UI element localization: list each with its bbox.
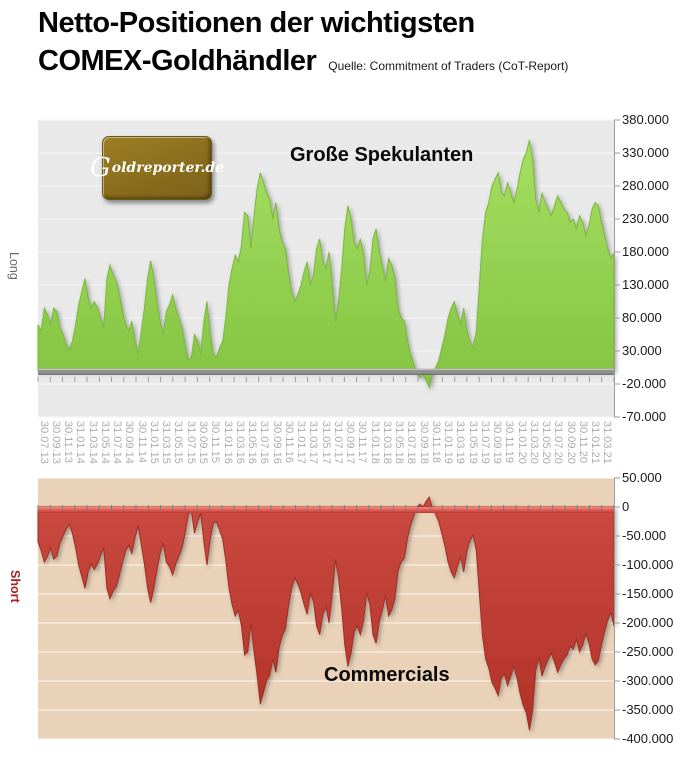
x-axis-tick-label: 31.05.17 xyxy=(319,421,332,464)
y-axis-tick-label: 280.000 xyxy=(622,178,669,193)
x-axis-tick-label: 31.01.15 xyxy=(147,421,160,464)
y-axis-tick-label: 380.000 xyxy=(622,112,669,127)
y-axis-tick-label: 50.000 xyxy=(622,470,662,485)
y-axis-tick-label: 30.000 xyxy=(622,343,662,358)
y-axis-tick-label: -50.000 xyxy=(622,528,667,543)
x-axis-tick-label: 31.01.21 xyxy=(589,421,602,464)
x-axis-tick-label: 31.03.17 xyxy=(307,421,320,464)
x-axis-tick-label: 31.03.20 xyxy=(527,421,540,464)
x-axis-tick-label: 30.09.17 xyxy=(344,421,356,464)
x-axis-tick-label: 31.07.16 xyxy=(258,421,271,464)
x-axis-tick-label: 31.05.14 xyxy=(98,421,111,464)
x-axis-tick-label: 31.05.18 xyxy=(393,421,405,464)
x-axis-tick-label: 30.11.14 xyxy=(135,421,148,464)
commercials-label: Commercials xyxy=(324,664,450,686)
x-axis-tick-label: 31.03.14 xyxy=(86,421,99,464)
x-axis-tick-label: 31.05.19 xyxy=(466,421,479,464)
commercials-chart: Commercials xyxy=(37,477,620,740)
x-axis-tick-label: 31.03.15 xyxy=(160,421,173,464)
x-axis-tick-label: 30.09.19 xyxy=(491,421,504,464)
short-axis-label: Short xyxy=(8,570,22,603)
y-axis-tick-label: -70.000 xyxy=(622,409,667,424)
x-axis-tick-label: 31.01.17 xyxy=(295,421,307,464)
y-axis-tick-label: -400.000 xyxy=(622,731,674,746)
x-axis-tick-label: 31.01.19 xyxy=(442,421,455,464)
title-line2: COMEX-Goldhändler xyxy=(38,45,317,77)
x-axis-tick-label: 31.01.18 xyxy=(368,421,381,464)
x-axis-tick-label: 30.11.18 xyxy=(429,421,442,464)
source-note: Quelle: Commitment of Traders (CoT-Repor… xyxy=(328,59,569,73)
x-axis-tick-label: 31.03.21 xyxy=(601,421,614,464)
y-axis-tick-label: 330.000 xyxy=(622,145,669,160)
x-axis-tick-label: 31.07.14 xyxy=(111,421,124,464)
logo-initial: G xyxy=(89,153,111,183)
x-axis-tick-label: 30.09.20 xyxy=(564,421,577,464)
x-axis-tick-label: 31.03.16 xyxy=(233,421,246,464)
x-axis-tick-label: 31.07.17 xyxy=(331,421,344,464)
y-axis-tick-label: -350.000 xyxy=(622,702,674,717)
x-axis-tick-label: 30.09.15 xyxy=(196,421,209,464)
x-axis-tick-label: 31.05.16 xyxy=(246,421,258,464)
x-axis-tick-label: 30.11.13 xyxy=(62,421,75,464)
x-axis-tick-label: 30.09.13 xyxy=(49,421,62,464)
x-axis-tick-label: 31.05.20 xyxy=(540,421,553,464)
y-axis-tick-label: 180.000 xyxy=(622,244,669,259)
x-axis-tick-label: 31.07.19 xyxy=(478,421,491,464)
x-axis-tick-label: 31.07.18 xyxy=(405,421,418,464)
bottom-y-axis-labels: 50.000 0 -50.000 -100.000 -150.000 -200.000 -2… xyxy=(622,470,684,746)
y-axis-tick-label: 80.000 xyxy=(622,310,662,325)
x-axis-labels: 30.07.13 30.09.13 30.11.13 31.01.14 31.03.14… xyxy=(38,420,614,476)
y-axis-tick-label: 130.000 xyxy=(622,277,669,292)
large-speculators-label: Große Spekulanten xyxy=(290,144,474,166)
y-axis-tick-label: -150.000 xyxy=(622,586,674,601)
y-axis-tick-label: -100.000 xyxy=(622,557,674,572)
y-axis-tick-label: 230.000 xyxy=(622,211,669,226)
x-axis-tick-label: 31.03.18 xyxy=(380,421,393,464)
x-axis-tick-label: 30.09.18 xyxy=(417,421,430,464)
long-axis-label: Long xyxy=(7,252,21,280)
large-speculators-plot-svg xyxy=(37,119,620,418)
x-axis-tick-label: 30.07.13 xyxy=(37,421,50,464)
x-axis-tick-label: 31.01.14 xyxy=(74,421,87,464)
x-axis-tick-label: 30.11.20 xyxy=(576,421,589,464)
x-axis-tick-label: 31.07.20 xyxy=(552,421,565,464)
x-axis-tick-label: 30.11.19 xyxy=(503,421,516,464)
y-axis-tick-label: -300.000 xyxy=(622,673,674,688)
y-axis-tick-label: 0 xyxy=(622,499,630,514)
x-axis-tick-label: 30.11.16 xyxy=(282,421,295,464)
y-axis-tick-label: -200.000 xyxy=(622,615,674,630)
x-axis-tick-label: 31.07.15 xyxy=(184,421,197,464)
x-axis-tick-label: 30.11.15 xyxy=(209,421,222,464)
x-axis-tick-label: 31.03.19 xyxy=(454,421,467,464)
commercials-plot-svg xyxy=(37,477,620,740)
x-axis-tick-label: 30.09.16 xyxy=(270,421,283,464)
x-axis-tick-label: 30.09.14 xyxy=(123,421,136,464)
page-title: Netto-Positionen der wichtigsten COMEX-G… xyxy=(38,4,568,85)
x-axis-tick-label: 31.01.20 xyxy=(515,421,528,464)
y-axis-tick-label: -20.000 xyxy=(622,376,667,391)
title-line1: Netto-Positionen der wichtigsten xyxy=(38,7,475,39)
logo-text: oldreporter.de xyxy=(111,160,225,176)
x-axis-tick-label: 31.01.16 xyxy=(221,421,234,464)
x-axis-tick-label: 30.11.17 xyxy=(356,421,369,464)
top-y-axis-labels: 380.000 330.000 280.000 230.000 180.000 130.0… xyxy=(622,112,684,424)
x-axis-tick-label: 31.05.15 xyxy=(172,421,185,464)
y-axis-tick-label: -250.000 xyxy=(622,644,674,659)
